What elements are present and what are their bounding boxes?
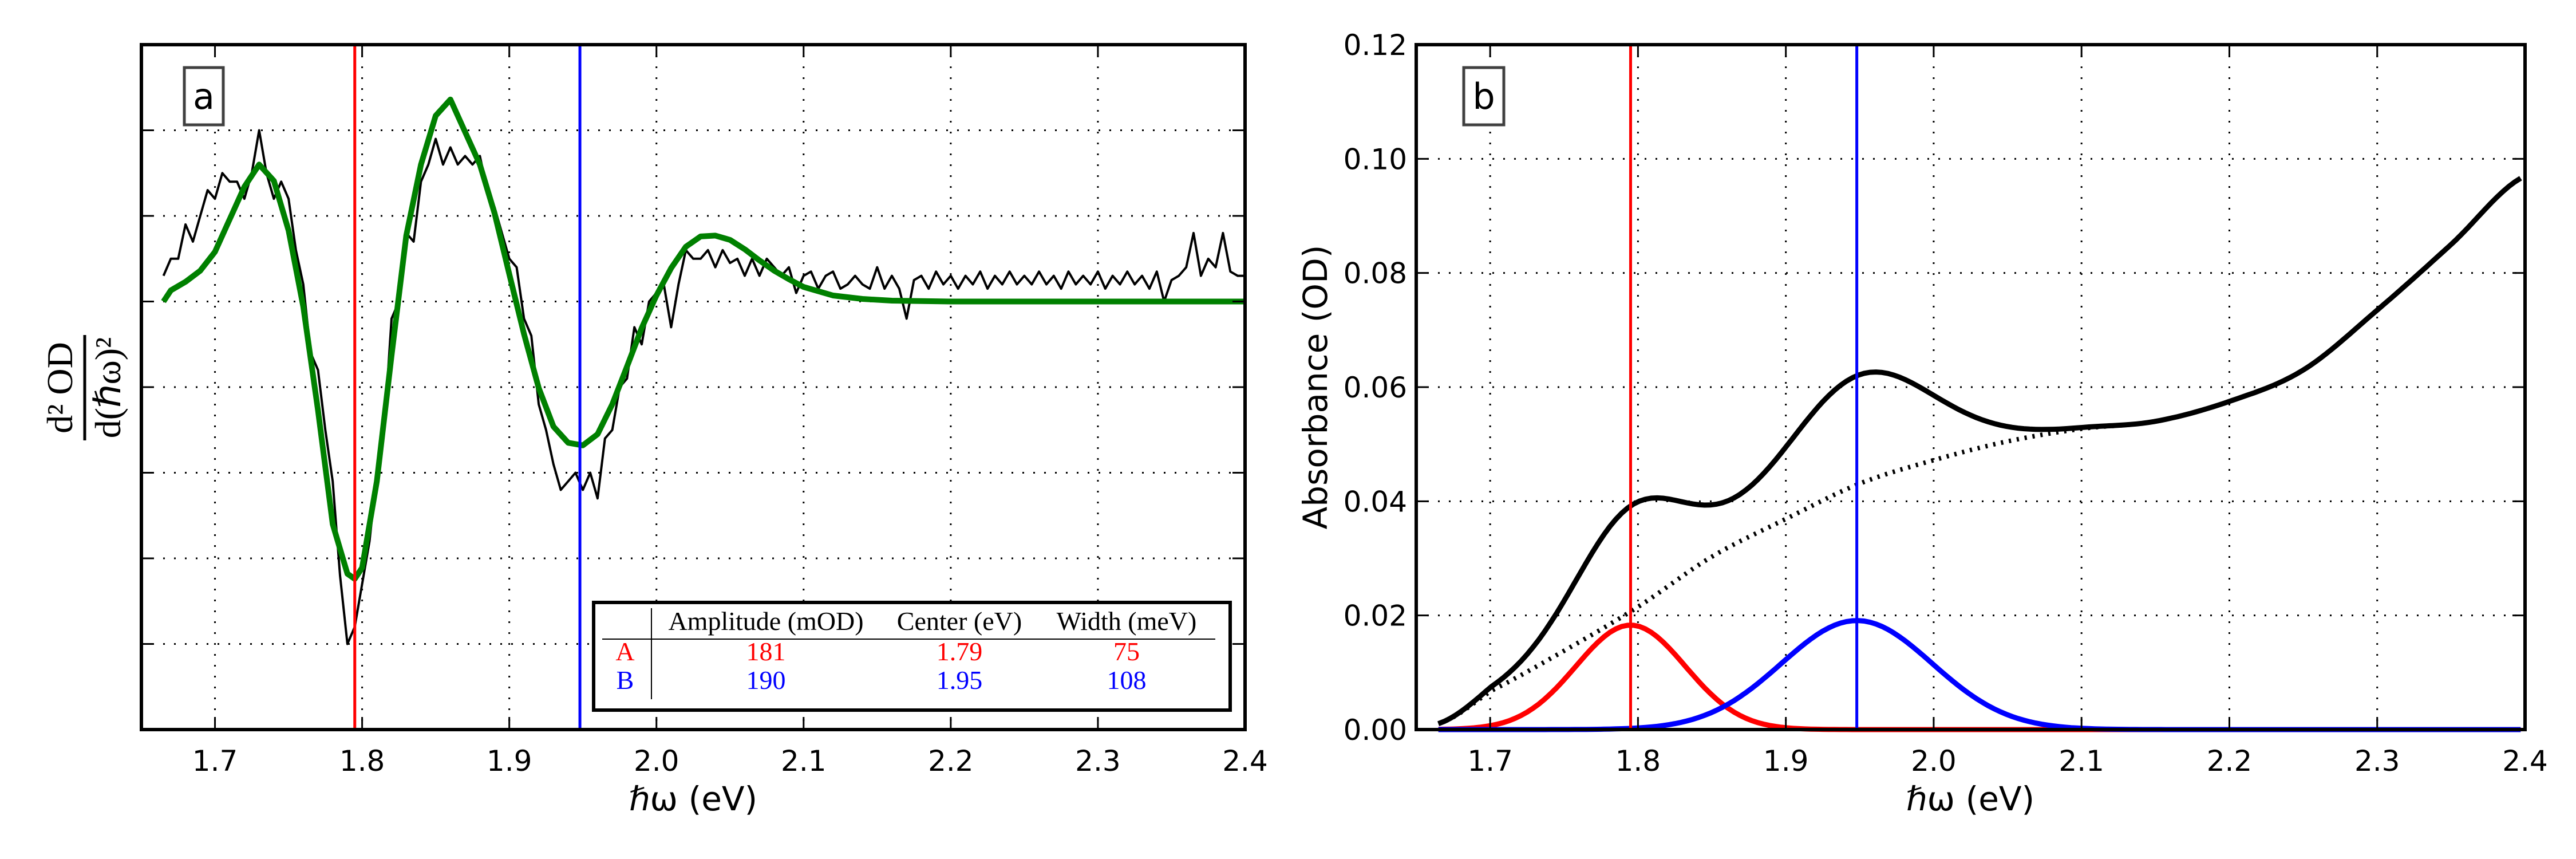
row-b-width: 108 bbox=[1107, 665, 1147, 695]
panel-a-x-tick-label: 2.2 bbox=[928, 744, 974, 778]
table-row-b: B 190 1.95 108 bbox=[617, 665, 1147, 695]
row-b-label: B bbox=[617, 665, 634, 695]
table-header-center: Center (eV) bbox=[897, 606, 1022, 636]
panel-b-frame bbox=[1415, 43, 2527, 731]
panel-b-x-tick-label: 2.1 bbox=[2059, 744, 2104, 778]
panel-a: 1.7 1.8 1.9 2.0 2.1 2.2 2.3 2.4 a Amplitude (mO… bbox=[39, 43, 1268, 818]
row-b-center: 1.95 bbox=[937, 665, 983, 695]
panel-a-x-tick-label: 1.8 bbox=[339, 744, 385, 778]
panel-b-y-tick-label: 0.08 bbox=[1344, 257, 1407, 290]
row-a-amplitude: 181 bbox=[746, 637, 786, 666]
panel-b-ticks: 1.7 1.8 1.9 2.0 2.1 2.2 2.3 2.4 0.00 0.02 0.04 0.06… bbox=[1344, 29, 2548, 778]
panel-b-x-tick-label: 2.0 bbox=[1911, 744, 1957, 778]
panel-b-y-tick-label: 0.02 bbox=[1344, 600, 1407, 633]
row-b-amplitude: 190 bbox=[746, 665, 786, 695]
table-header-amplitude: Amplitude (mOD) bbox=[668, 606, 863, 636]
panel-a-label-box: a bbox=[183, 66, 225, 127]
panel-b-y-tick-label: 0.10 bbox=[1344, 143, 1407, 176]
y-label-denominator: d(ℏω)² bbox=[88, 337, 128, 439]
panel-a-x-axis-label: ℏω (eV) bbox=[629, 779, 757, 818]
panel-a-x-tick-label: 2.0 bbox=[634, 744, 679, 778]
panel-b-x-tick-label: 2.4 bbox=[2502, 744, 2548, 778]
y-label-numerator: d² OD bbox=[39, 342, 80, 434]
panel-b-x-tick-label: 2.3 bbox=[2354, 744, 2400, 778]
panel-b-plot bbox=[1437, 45, 2522, 732]
fit-curve bbox=[161, 96, 1245, 582]
panel-a-plot bbox=[161, 45, 1245, 730]
row-a-width: 75 bbox=[1113, 637, 1140, 666]
panel-b-x-tick-label: 2.2 bbox=[2207, 744, 2253, 778]
panel-b-grid bbox=[1416, 45, 2525, 730]
panel-b: 1.7 1.8 1.9 2.0 2.1 2.2 2.3 2.4 0.00 0.02 0.04 0.06… bbox=[1296, 29, 2548, 818]
total-absorbance-curve bbox=[1437, 176, 2522, 726]
panel-b-y-tick-label: 0.00 bbox=[1344, 714, 1407, 747]
row-a-label: A bbox=[615, 637, 634, 666]
panel-b-x-tick-label: 1.9 bbox=[1763, 744, 1809, 778]
peak-a-curve bbox=[1438, 622, 2521, 732]
panel-b-x-axis-label: ℏω (eV) bbox=[1906, 779, 2034, 818]
panel-b-y-tick-label: 0.04 bbox=[1344, 485, 1407, 518]
panel-a-label: a bbox=[193, 76, 215, 117]
row-a-center: 1.79 bbox=[937, 637, 983, 666]
background-curve bbox=[1437, 176, 2522, 726]
panel-b-label: b bbox=[1472, 76, 1495, 117]
panel-a-x-tick-label: 2.3 bbox=[1075, 744, 1121, 778]
panel-b-label-box: b bbox=[1462, 66, 1506, 127]
panel-b-y-axis-label: Absorbance (OD) bbox=[1296, 245, 1335, 530]
panel-b-y-tick-label: 0.12 bbox=[1344, 29, 1407, 62]
panel-a-x-tick-label: 1.7 bbox=[192, 744, 238, 778]
panel-a-x-tick-label: 2.4 bbox=[1222, 744, 1268, 778]
table-frame bbox=[592, 601, 1232, 712]
panel-a-x-tick-label: 2.1 bbox=[781, 744, 827, 778]
table-row-a: A 181 1.79 75 bbox=[615, 637, 1140, 666]
panel-b-x-tick-label: 1.7 bbox=[1467, 744, 1513, 778]
fit-parameter-table: Amplitude (mOD) Center (eV) Width (meV) … bbox=[592, 601, 1232, 712]
panel-b-x-tick-label: 1.8 bbox=[1615, 744, 1661, 778]
table-header-width: Width (meV) bbox=[1057, 606, 1197, 636]
panel-a-y-axis-label: d² OD d(ℏω)² bbox=[39, 335, 128, 440]
panel-a-x-tick-label: 1.9 bbox=[487, 744, 532, 778]
panel-b-y-tick-label: 0.06 bbox=[1344, 371, 1407, 404]
panel-a-ticks: 1.7 1.8 1.9 2.0 2.1 2.2 2.3 2.4 bbox=[141, 45, 1268, 778]
measured-curve bbox=[162, 129, 1245, 645]
